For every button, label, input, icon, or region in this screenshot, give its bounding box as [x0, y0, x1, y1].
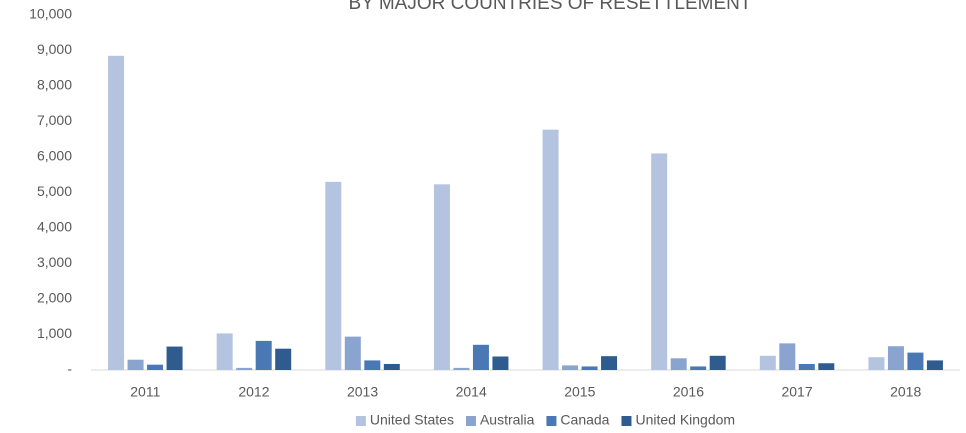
legend-label: Australia	[480, 412, 535, 428]
x-tick-label: 2011	[130, 384, 160, 400]
x-tick-label: 2015	[564, 384, 595, 400]
bar	[166, 346, 183, 370]
bar	[601, 356, 618, 370]
bar	[798, 363, 815, 370]
chart-title: BY MAJOR COUNTRIES OF RESETTLEMENT	[349, 0, 752, 14]
y-tick-label: 2,000	[37, 290, 72, 306]
bar	[581, 366, 598, 370]
legend-swatch	[546, 416, 557, 426]
x-tick-label: 2013	[347, 384, 378, 400]
y-tick-label: 3,000	[37, 254, 72, 270]
bar	[216, 333, 233, 370]
legend-swatch	[621, 416, 632, 426]
bar	[926, 360, 943, 370]
bar	[907, 352, 924, 370]
x-tick-label: 2017	[781, 384, 812, 400]
bar	[127, 359, 144, 370]
bar	[236, 367, 253, 370]
bar	[651, 153, 668, 370]
legend-label: United States	[370, 412, 454, 428]
y-tick-label: 6,000	[37, 148, 72, 164]
bar	[492, 356, 509, 370]
bar	[779, 343, 796, 370]
y-tick-label: 7,000	[37, 112, 72, 128]
bar	[364, 360, 381, 370]
y-tick-label: 1,000	[37, 325, 72, 341]
bar	[255, 340, 272, 370]
bar	[542, 129, 559, 370]
bar	[383, 363, 400, 370]
bar	[433, 184, 450, 370]
y-tick-label: 10,000	[29, 6, 72, 22]
y-tick-label: 9,000	[37, 41, 72, 57]
bar	[453, 367, 470, 370]
x-tick-label: 2016	[673, 384, 704, 400]
bar	[759, 355, 776, 370]
legend-label: Canada	[560, 412, 609, 428]
legend-swatch	[465, 416, 476, 426]
bar	[709, 355, 726, 370]
legend-label: United Kingdom	[635, 412, 735, 428]
bar	[108, 55, 125, 370]
y-tick-label: 4,000	[37, 219, 72, 235]
x-tick-label: 2018	[890, 384, 921, 400]
bar	[818, 363, 835, 370]
bar	[275, 348, 292, 370]
bar	[690, 366, 707, 370]
legend-swatch	[355, 416, 366, 426]
bar	[887, 346, 904, 370]
bar	[325, 181, 342, 370]
bar	[147, 364, 164, 370]
x-tick-label: 2014	[456, 384, 487, 400]
bar	[868, 357, 885, 370]
y-tick-label: 5,000	[37, 183, 72, 199]
bar	[562, 365, 579, 370]
bar	[472, 344, 489, 370]
y-tick-label: 8,000	[37, 77, 72, 93]
bar	[670, 358, 687, 370]
bar	[344, 336, 361, 370]
x-tick-label: 2012	[238, 384, 269, 400]
y-tick-label: -	[67, 361, 72, 377]
